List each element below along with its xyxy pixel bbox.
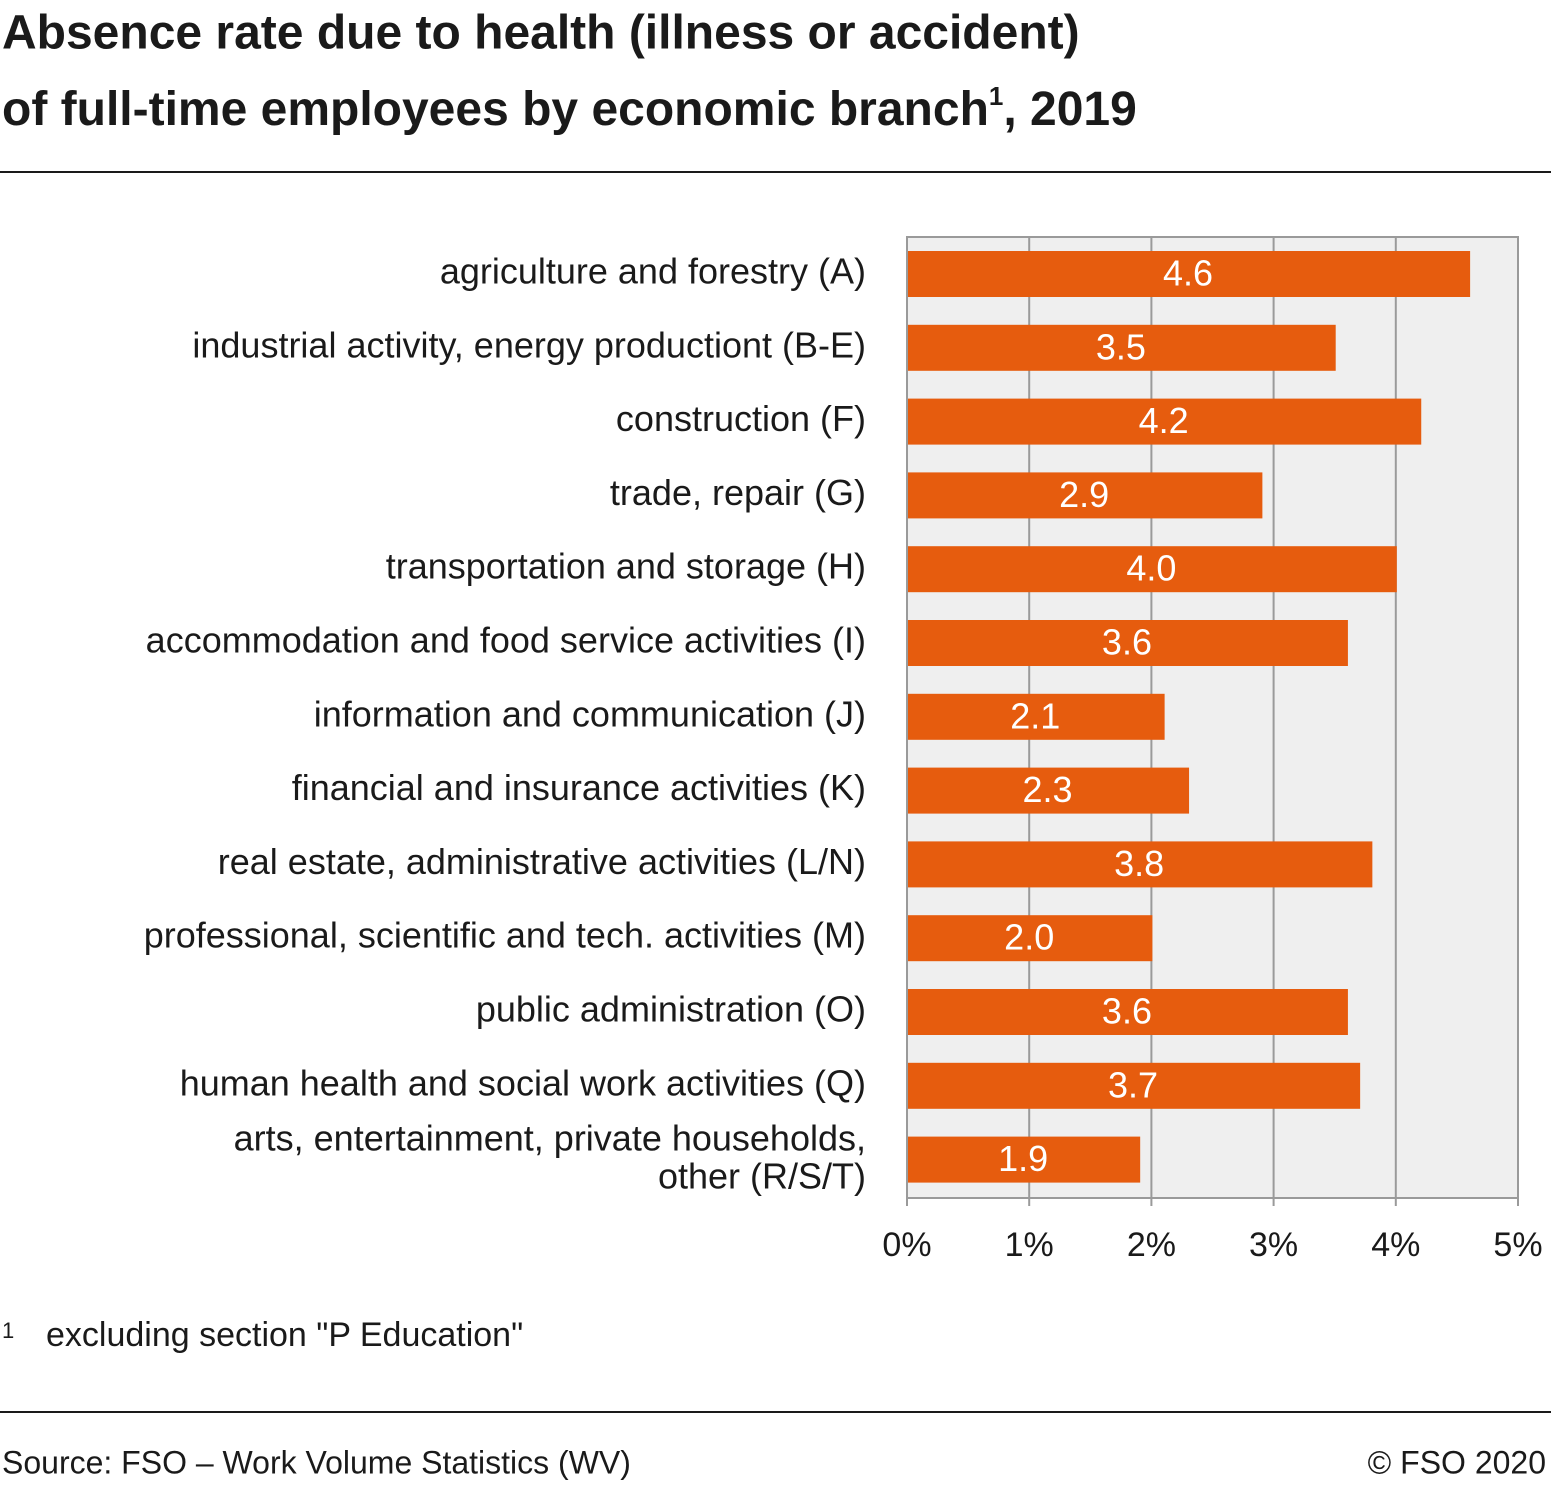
bar [908, 1062, 1361, 1109]
bar [908, 472, 1263, 519]
footnote: excluding section "P Education" [46, 1316, 523, 1354]
y-tick-label: arts, entertainment, private households,… [234, 1117, 866, 1196]
title-note-mark: 1 [989, 81, 1003, 111]
y-tick-label: human health and social work activities … [180, 1062, 866, 1103]
value-label: 3.5 [1096, 326, 1146, 367]
value-label: 4.6 [1163, 253, 1213, 294]
value-label: 2.9 [1059, 474, 1109, 515]
chart-title: Absence rate due to health (illness or a… [2, 7, 1080, 60]
x-tick-label: 1% [1005, 1226, 1054, 1264]
value-label: 3.7 [1108, 1064, 1158, 1105]
bar [908, 251, 1471, 297]
x-tick-label: 0% [882, 1226, 931, 1264]
y-tick-label: professional, scientific and tech. activ… [144, 915, 866, 956]
y-tick-label: construction (F) [616, 398, 866, 439]
bar [908, 841, 1373, 888]
bar [908, 989, 1348, 1035]
x-tick-label: 4% [1371, 1226, 1420, 1264]
title-suffix: , 2019 [1003, 83, 1136, 136]
y-tick-label: trade, repair (G) [610, 472, 866, 513]
value-label: 3.6 [1102, 991, 1152, 1032]
bar [908, 767, 1190, 814]
footnote-mark: 1 [2, 1318, 14, 1343]
value-label: 2.1 [1010, 695, 1060, 736]
bar [908, 620, 1348, 666]
x-tick-label: 3% [1249, 1226, 1298, 1264]
chart-title: of full-time employees by economic branc… [2, 81, 1137, 136]
value-label: 3.6 [1102, 622, 1152, 663]
value-label: 2.3 [1023, 769, 1073, 810]
y-tick-label: financial and insurance activities (K) [292, 767, 866, 808]
bar [908, 693, 1165, 740]
bar [908, 324, 1336, 371]
bar [908, 546, 1397, 593]
value-label: 2.0 [1004, 917, 1054, 958]
y-tick-label: public administration (O) [476, 989, 866, 1030]
y-tick-label: industrial activity, energy productiont … [192, 324, 866, 365]
value-label: 4.2 [1139, 400, 1189, 441]
y-tick-label: transportation and storage (H) [386, 546, 866, 587]
y-tick-label: real estate, administrative activities (… [218, 841, 866, 882]
y-tick-label: agriculture and forestry (A) [440, 251, 866, 292]
copyright: © FSO 2020 [1368, 1444, 1546, 1480]
source: Source: FSO – Work Volume Statistics (WV… [2, 1444, 631, 1480]
value-label: 1.9 [998, 1138, 1048, 1179]
x-tick-label: 2% [1127, 1226, 1176, 1264]
bar [908, 915, 1153, 962]
value-label: 4.0 [1126, 548, 1176, 589]
x-tick-label: 5% [1493, 1226, 1542, 1264]
y-tick-label: information and communication (J) [314, 693, 866, 734]
chart-title: of full-time employees by economic branc… [2, 83, 989, 136]
value-label: 3.8 [1114, 843, 1164, 884]
bar [908, 398, 1422, 445]
y-tick-label: accommodation and food service activitie… [146, 620, 866, 661]
bar [908, 1136, 1141, 1183]
